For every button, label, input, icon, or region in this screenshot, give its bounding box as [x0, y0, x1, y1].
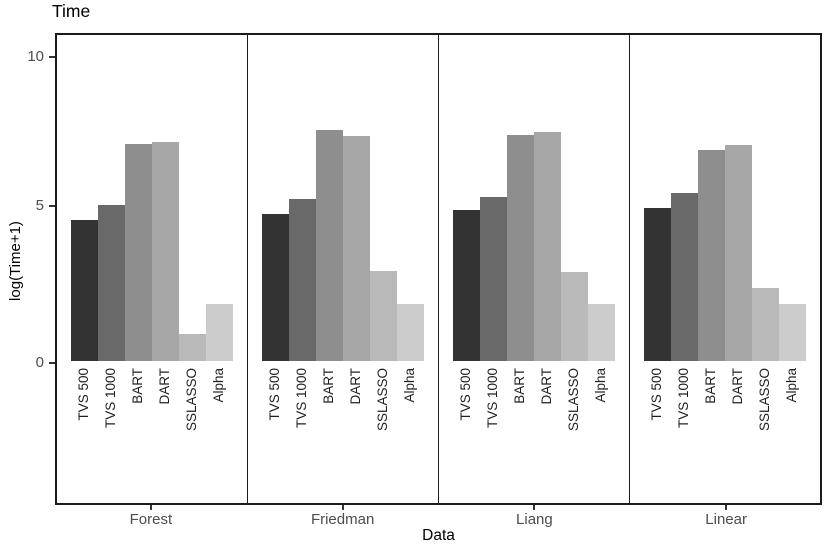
- category-label-alpha: Alpha: [402, 368, 418, 403]
- bar-liang-tvs-1000: [480, 197, 507, 361]
- category-label-sslasso: SSLASSO: [184, 368, 200, 432]
- bar-linear-bart: [698, 149, 725, 361]
- category-label-tvs-500: TVS 500: [76, 368, 92, 421]
- bar-liang-tvs-500: [453, 209, 480, 361]
- category-label-dart: DART: [730, 368, 746, 405]
- x-tick-mark: [533, 505, 536, 510]
- bar-friedman-dart: [343, 136, 370, 361]
- bar-forest-bart: [125, 143, 152, 361]
- category-label-sslasso: SSLASSO: [757, 368, 773, 432]
- plot-area: TVS 500 TVS 1000 BART DART SSLASSO Alpha TVS …: [55, 33, 822, 505]
- category-label-sslasso: SSLASSO: [566, 368, 582, 432]
- category-labels-linear: TVS 500 TVS 1000 BART DART SSLASSO Alpha: [630, 368, 820, 431]
- bar-liang-dart: [534, 131, 561, 361]
- x-tick-mark: [149, 505, 152, 510]
- chart-title: Time: [52, 1, 91, 21]
- x-tick-mark: [725, 505, 728, 510]
- panel-friedman: TVS 500 TVS 1000 BART DART SSLASSO Alpha: [248, 35, 439, 503]
- y-tick-label-5: 5: [35, 197, 44, 214]
- category-label-dart: DART: [539, 368, 555, 405]
- category-label-bart: BART: [512, 368, 528, 404]
- category-label-tvs-500: TVS 500: [267, 368, 283, 421]
- facet-label-linear: Linear: [705, 511, 747, 528]
- category-label-sslasso: SSLASSO: [375, 368, 391, 432]
- category-label-alpha: Alpha: [211, 368, 227, 403]
- category-labels-liang: TVS 500 TVS 1000 BART DART SSLASSO Alpha: [439, 368, 629, 431]
- category-label-tvs-1000: TVS 1000: [485, 368, 501, 429]
- category-label-dart: DART: [157, 368, 173, 405]
- bar-friedman-sslasso: [370, 270, 397, 361]
- category-label-dart: DART: [348, 368, 364, 405]
- facet-label-liang: Liang: [516, 511, 553, 528]
- category-labels-friedman: TVS 500 TVS 1000 BART DART SSLASSO Alpha: [248, 368, 438, 431]
- bar-forest-tvs-1000: [98, 204, 125, 361]
- category-label-bart: BART: [703, 368, 719, 404]
- bars-group-friedman: [248, 130, 438, 361]
- category-label-tvs-1000: TVS 1000: [103, 368, 119, 429]
- y-tick-label-0: 0: [35, 354, 44, 371]
- bar-linear-tvs-500: [644, 208, 671, 361]
- facet-label-forest: Forest: [129, 511, 173, 528]
- bar-liang-alpha: [588, 304, 615, 361]
- bar-liang-sslasso: [561, 272, 588, 361]
- bar-friedman-bart: [316, 130, 343, 361]
- category-labels-forest: TVS 500 TVS 1000 BART DART SSLASSO Alpha: [57, 368, 247, 431]
- panel-forest: TVS 500 TVS 1000 BART DART SSLASSO Alpha: [57, 35, 248, 503]
- bar-forest-alpha: [206, 304, 233, 361]
- facet-label-friedman: Friedman: [310, 511, 375, 528]
- facet-labels: Forest Friedman Liang Linear: [55, 511, 822, 528]
- category-label-bart: BART: [130, 368, 146, 404]
- y-tick-label-10: 10: [27, 48, 44, 65]
- y-tick-mark: [49, 205, 55, 207]
- category-label-tvs-500: TVS 500: [649, 368, 665, 421]
- bar-linear-alpha: [779, 304, 806, 361]
- panel-linear: TVS 500 TVS 1000 BART DART SSLASSO Alpha: [630, 35, 820, 503]
- bars-group-linear: [630, 145, 820, 361]
- bar-friedman-tvs-1000: [289, 198, 316, 361]
- bar-liang-bart: [507, 134, 534, 361]
- bar-linear-sslasso: [752, 287, 779, 361]
- bars-group-forest: [57, 142, 247, 361]
- bar-friedman-alpha: [397, 304, 424, 361]
- category-label-alpha: Alpha: [784, 368, 800, 403]
- x-axis-label: Data: [422, 527, 455, 544]
- bar-friedman-tvs-500: [262, 214, 289, 361]
- panel-liang: TVS 500 TVS 1000 BART DART SSLASSO Alpha: [439, 35, 630, 503]
- x-tick-mark: [341, 505, 344, 510]
- bar-linear-tvs-1000: [671, 192, 698, 361]
- y-tick-mark: [49, 362, 55, 364]
- bar-forest-dart: [152, 142, 179, 361]
- category-label-alpha: Alpha: [593, 368, 609, 403]
- category-label-tvs-1000: TVS 1000: [294, 368, 310, 429]
- x-axis-ticks: [55, 505, 822, 510]
- bars-group-liang: [439, 131, 629, 361]
- category-label-tvs-500: TVS 500: [458, 368, 474, 421]
- bar-forest-tvs-500: [71, 220, 98, 361]
- y-tick-mark: [49, 56, 55, 58]
- bar-forest-sslasso: [179, 333, 206, 361]
- bar-linear-dart: [725, 145, 752, 361]
- category-label-tvs-1000: TVS 1000: [676, 368, 692, 429]
- category-label-bart: BART: [321, 368, 337, 404]
